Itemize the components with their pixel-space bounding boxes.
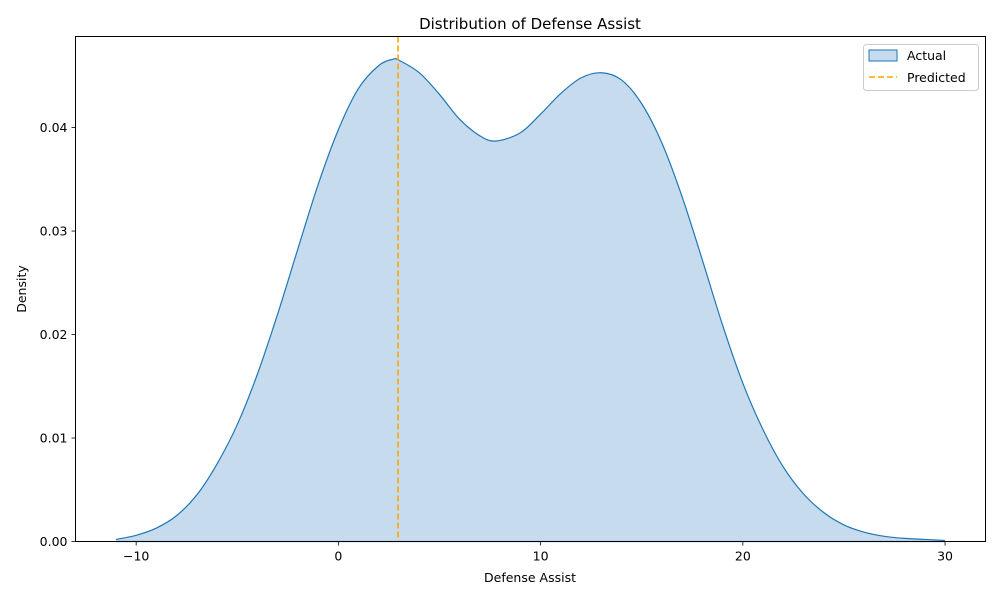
- y-tick-label: 0.04: [40, 120, 68, 135]
- chart-title: Distribution of Defense Assist: [419, 15, 641, 33]
- x-tick-label: 30: [937, 549, 953, 564]
- x-tick-label: 10: [533, 549, 549, 564]
- x-tick-label: −10: [123, 549, 149, 564]
- density-curve: [115, 58, 946, 542]
- y-axis-label: Density: [14, 265, 29, 313]
- legend-label-predicted: Predicted: [907, 70, 966, 85]
- x-tick-label: 20: [735, 549, 751, 564]
- density-area-fill: [115, 58, 946, 542]
- y-tick-label: 0.01: [40, 431, 68, 446]
- plot-frame: [75, 36, 986, 542]
- legend-swatch-actual: [868, 49, 898, 62]
- y-tick-label: 0.00: [40, 534, 68, 549]
- legend: Actual Predicted: [863, 44, 979, 91]
- y-tick-label: 0.02: [40, 327, 68, 342]
- x-tick-label: 0: [334, 549, 342, 564]
- x-axis-label: Defense Assist: [484, 570, 576, 585]
- y-tick-label: 0.03: [40, 224, 68, 239]
- x-axis: −10 0 10 20 30: [123, 541, 953, 564]
- legend-label-actual: Actual: [907, 48, 946, 63]
- y-axis: 0.00 0.01 0.02 0.03 0.04: [40, 120, 76, 549]
